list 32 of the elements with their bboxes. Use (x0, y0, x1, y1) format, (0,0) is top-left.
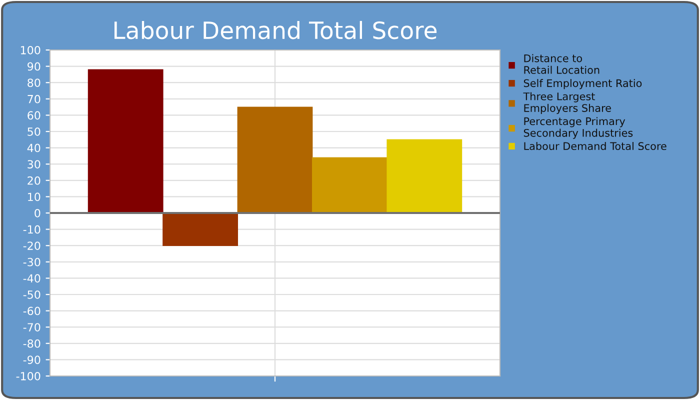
y-tick-label: 90 (28, 62, 40, 71)
bar (88, 69, 164, 214)
y-tick-label: -60 (23, 306, 40, 316)
y-tick-label: 20 (28, 176, 40, 185)
y-tick-label: -30 (23, 258, 40, 266)
legend-label: Labour Demand Total Score (524, 142, 666, 150)
y-tick-label: 70 (28, 94, 40, 104)
y-tick-label: 50 (28, 127, 40, 136)
y-tick-label: -20 (23, 242, 40, 250)
bar (386, 139, 462, 214)
y-tick-label: -100 (16, 372, 40, 380)
y-tick-label: 0 (34, 208, 40, 218)
legend-label: Percentage Primary Secondary Industries (524, 117, 633, 139)
y-tick-label: -70 (23, 323, 40, 332)
bar (312, 157, 388, 214)
legend-label: Three Largest Employers Share (523, 92, 611, 114)
chart-title: Labour Demand Total Score (114, 20, 437, 40)
y-tick-label: 100 (20, 46, 40, 54)
bar (237, 106, 313, 214)
y-tick-label: -40 (23, 274, 40, 283)
bar (162, 212, 238, 246)
y-tick-label: -90 (23, 356, 40, 364)
y-tick-label: 40 (27, 144, 40, 152)
legend-label: Distance to Retail Location (524, 54, 600, 74)
y-tick-label: -50 (23, 290, 40, 299)
legend-label: Self Employment Ratio (524, 79, 642, 90)
y-tick-label: 80 (28, 78, 40, 87)
y-tick-label: 30 (28, 160, 40, 168)
y-tick-label: 60 (28, 111, 40, 120)
y-tick-label: 10 (28, 192, 40, 202)
y-tick-label: -10 (23, 225, 40, 234)
y-tick-label: -80 (23, 339, 40, 348)
